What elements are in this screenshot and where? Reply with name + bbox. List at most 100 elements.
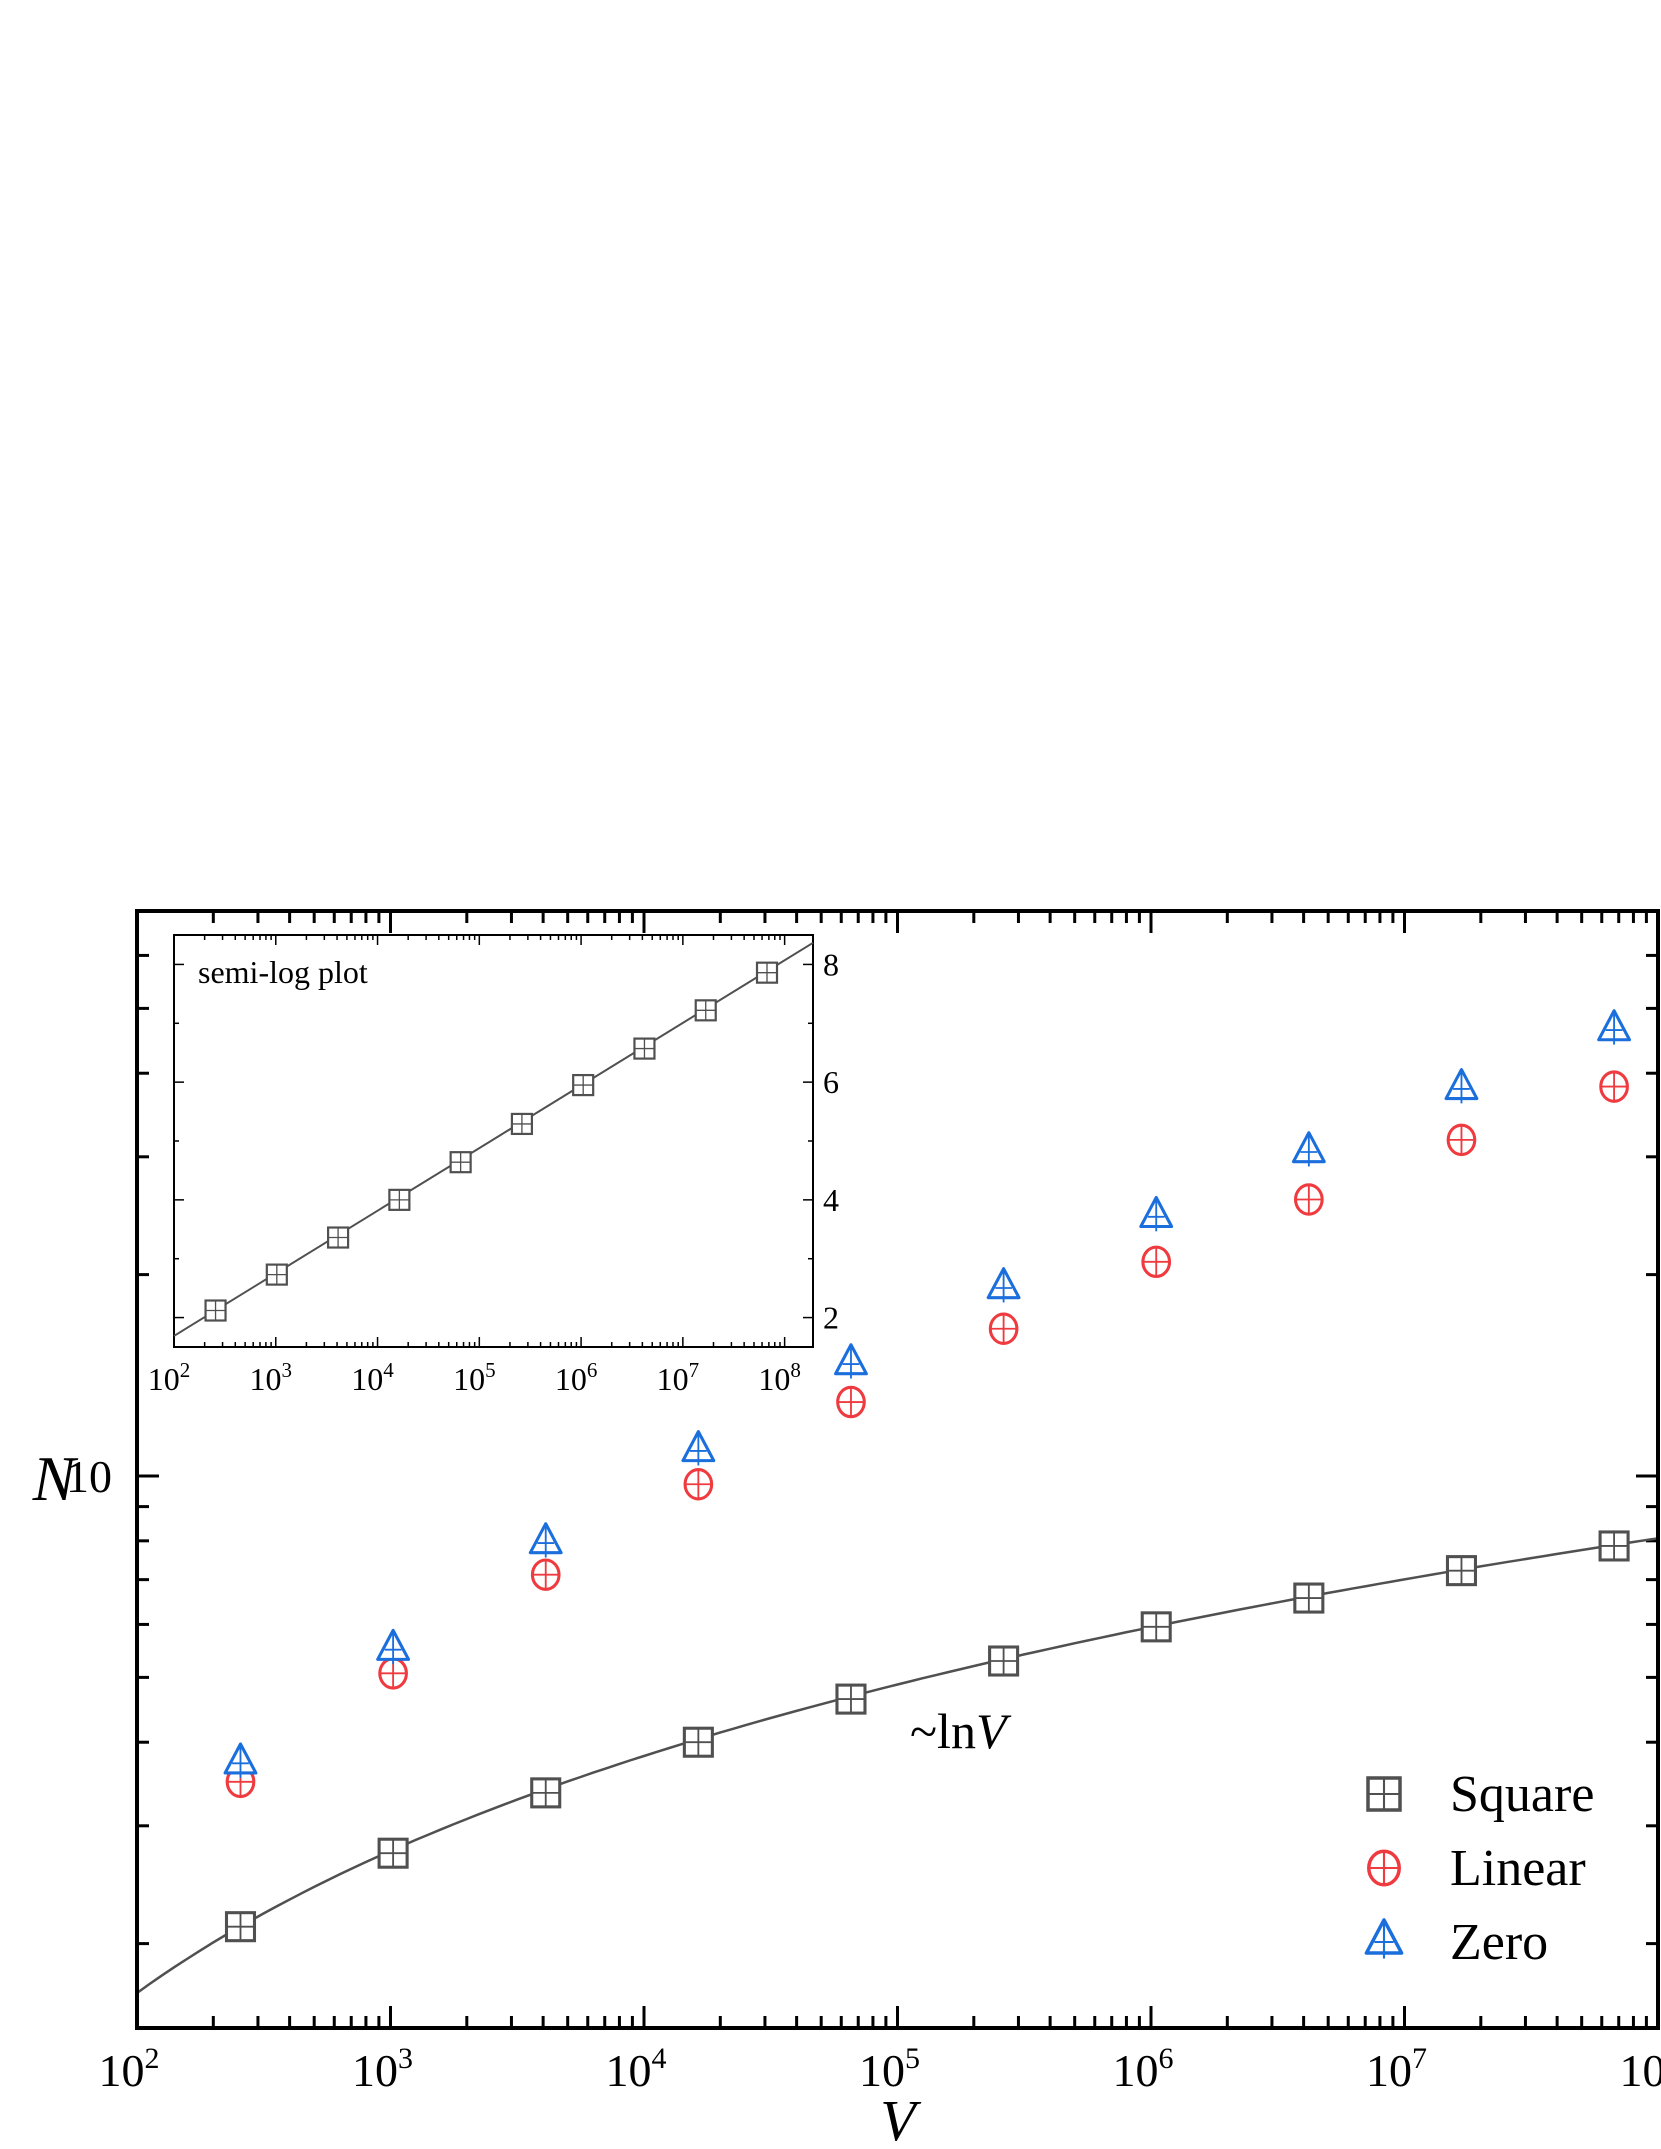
data-point-square [377,1837,409,1869]
data-point-zero [223,1742,258,1778]
data-point-square [1140,1611,1172,1643]
x-tick-label: 104 [606,2042,667,2096]
x-tick-label-base: 10 [606,2045,652,2096]
fit-label-prefix: ~ln [910,1703,976,1759]
inset-x-tick-label-exp: 3 [282,1358,293,1382]
data-point-zero [1291,1131,1326,1167]
inset-y-tick-label: 8 [823,946,839,982]
x-tick-label: 102 [99,2042,160,2096]
x-tick-label-exp: 5 [905,2042,920,2075]
x-tick-label-exp: 4 [652,2042,667,2075]
data-point-zero [528,1522,563,1558]
x-tick-label: 103 [352,2042,413,2096]
data-point-square [1293,1582,1325,1614]
x-tick-label-base: 10 [352,2045,398,2096]
x-tick-label-base: 10 [859,2045,905,2096]
data-point-linear [530,1558,561,1591]
y-tick-label: 10 [66,1451,112,1502]
data-point-square [530,1777,562,1809]
inset-x-tick-label-base: 10 [148,1361,180,1397]
inset-x-tick-label-base: 10 [453,1361,485,1397]
inset-data-point [204,1299,227,1322]
fit-label-var: V [976,1703,1012,1759]
legend-label: Square [1450,1766,1594,1823]
x-tick-label-base: 10 [1620,2045,1661,2096]
data-point-square [1445,1555,1478,1587]
inset-x-tick-label: 106 [555,1358,598,1397]
inset-y-tick-label: 4 [823,1182,839,1218]
data-point-square [1598,1530,1630,1562]
legend-marker-zero [1364,1918,1404,1959]
data-point-zero [681,1430,716,1466]
inset-x-tick-label-exp: 4 [383,1358,394,1382]
main-plot: 10210310410510610710810VN~lnV [32,909,1661,2149]
data-point-zero [986,1267,1021,1303]
inset-x-tick-label-base: 10 [555,1361,587,1397]
fit-label: ~lnV [910,1703,1012,1759]
inset-x-tick-label-base: 10 [250,1361,282,1397]
data-point-linear [1599,1070,1629,1103]
x-tick-label-exp: 2 [145,2042,160,2075]
data-point-linear [988,1312,1019,1345]
inset-x-tick-label-exp: 5 [485,1358,496,1382]
inset-data-point [449,1151,472,1174]
inset-data-point [265,1263,288,1286]
inset-x-tick-label: 103 [250,1358,293,1397]
legend-label: Zero [1450,1914,1548,1971]
data-point-zero [1444,1068,1479,1104]
inset-x-tick-label: 102 [148,1358,191,1397]
inset-data-point [694,999,717,1022]
data-point-square [682,1726,714,1758]
inset-y-tick-label: 2 [823,1300,839,1336]
inset-x-tick-label-exp: 8 [790,1358,801,1382]
inset-data-point [326,1226,350,1249]
inset-x-tick-label-exp: 2 [180,1358,191,1382]
data-point-square [988,1645,1020,1677]
legend-label: Linear [1450,1840,1586,1897]
inset-x-tick-label-base: 10 [758,1361,790,1397]
inset-data-point [388,1188,411,1211]
data-point-square [835,1683,867,1715]
inset-data-point [572,1073,595,1097]
x-tick-label: 105 [859,2042,920,2096]
data-point-zero [1139,1195,1174,1232]
x-tick-label-exp: 6 [1159,2042,1174,2075]
inset-title: semi-log plot [198,954,368,990]
data-point-square [224,1911,257,1943]
inset-data-point [633,1037,656,1060]
data-point-zero [834,1343,868,1379]
data-point-linear [836,1385,866,1419]
inset-x-tick-label: 108 [758,1358,801,1397]
legend-marker-linear [1367,1849,1401,1887]
x-tick-label-base: 10 [1366,2045,1412,2096]
data-point-linear [683,1468,714,1501]
x-tick-label-exp: 7 [1412,2042,1427,2075]
x-axis-label: V [880,2088,922,2149]
inset-y-tick-label: 6 [823,1064,839,1100]
inset-data-point [510,1112,534,1136]
inset-data-point [755,961,779,984]
inset-x-tick-label: 105 [453,1358,496,1397]
data-point-linear [1446,1123,1477,1157]
y-axis-label: N [32,1443,79,1514]
inset-x-tick-label-base: 10 [351,1361,383,1397]
x-tick-label: 108 [1620,2042,1661,2096]
data-point-zero [376,1628,411,1665]
x-tick-label-exp: 3 [398,2042,413,2075]
legend-marker-square [1366,1776,1402,1812]
plot-frame [135,909,1660,2030]
inset-x-tick-label: 107 [657,1358,700,1397]
x-tick-label-base: 10 [1113,2045,1159,2096]
x-tick-label: 106 [1113,2042,1174,2096]
x-tick-label-base: 10 [99,2045,145,2096]
data-point-linear [1141,1245,1172,1279]
x-tick-label: 107 [1366,2042,1427,2096]
data-point-zero [1597,1009,1632,1045]
fit-curve [136,1537,1659,1995]
legend: Square Linear Zero [1364,1766,1594,1971]
data-point-linear [1294,1183,1324,1216]
inset-x-tick-label-base: 10 [657,1361,689,1397]
inset-x-tick-label: 104 [351,1358,394,1397]
